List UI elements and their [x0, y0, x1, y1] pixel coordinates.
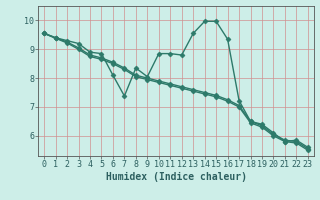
X-axis label: Humidex (Indice chaleur): Humidex (Indice chaleur): [106, 172, 246, 182]
